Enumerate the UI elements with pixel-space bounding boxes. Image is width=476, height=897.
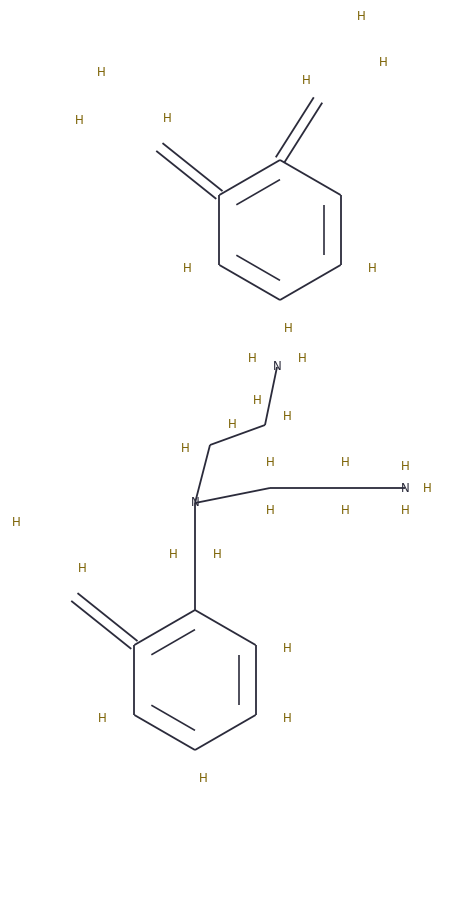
Text: H: H (12, 517, 21, 529)
Text: H: H (253, 394, 261, 406)
Text: H: H (248, 353, 257, 365)
Text: H: H (266, 457, 274, 469)
Text: H: H (378, 57, 387, 69)
Text: H: H (98, 712, 107, 726)
Text: H: H (298, 353, 307, 365)
Text: H: H (78, 562, 87, 576)
Text: H: H (180, 442, 189, 456)
Text: H: H (284, 321, 292, 335)
Text: H: H (302, 74, 310, 86)
Text: H: H (266, 503, 274, 517)
Text: H: H (283, 642, 292, 656)
Text: H: H (75, 115, 84, 127)
Text: H: H (163, 112, 172, 126)
Text: N: N (190, 497, 199, 509)
Text: H: H (283, 411, 291, 423)
Text: H: H (423, 482, 431, 494)
Text: H: H (357, 11, 366, 23)
Text: H: H (97, 66, 106, 80)
Text: H: H (198, 771, 208, 785)
Text: H: H (228, 419, 237, 431)
Text: H: H (401, 503, 409, 517)
Text: N: N (401, 482, 409, 494)
Text: H: H (213, 548, 221, 562)
Text: H: H (341, 503, 349, 517)
Text: H: H (283, 712, 292, 726)
Text: H: H (341, 457, 349, 469)
Text: N: N (273, 361, 281, 373)
Text: H: H (368, 263, 377, 275)
Text: H: H (169, 548, 178, 562)
Text: H: H (401, 459, 409, 473)
Text: H: H (183, 263, 192, 275)
